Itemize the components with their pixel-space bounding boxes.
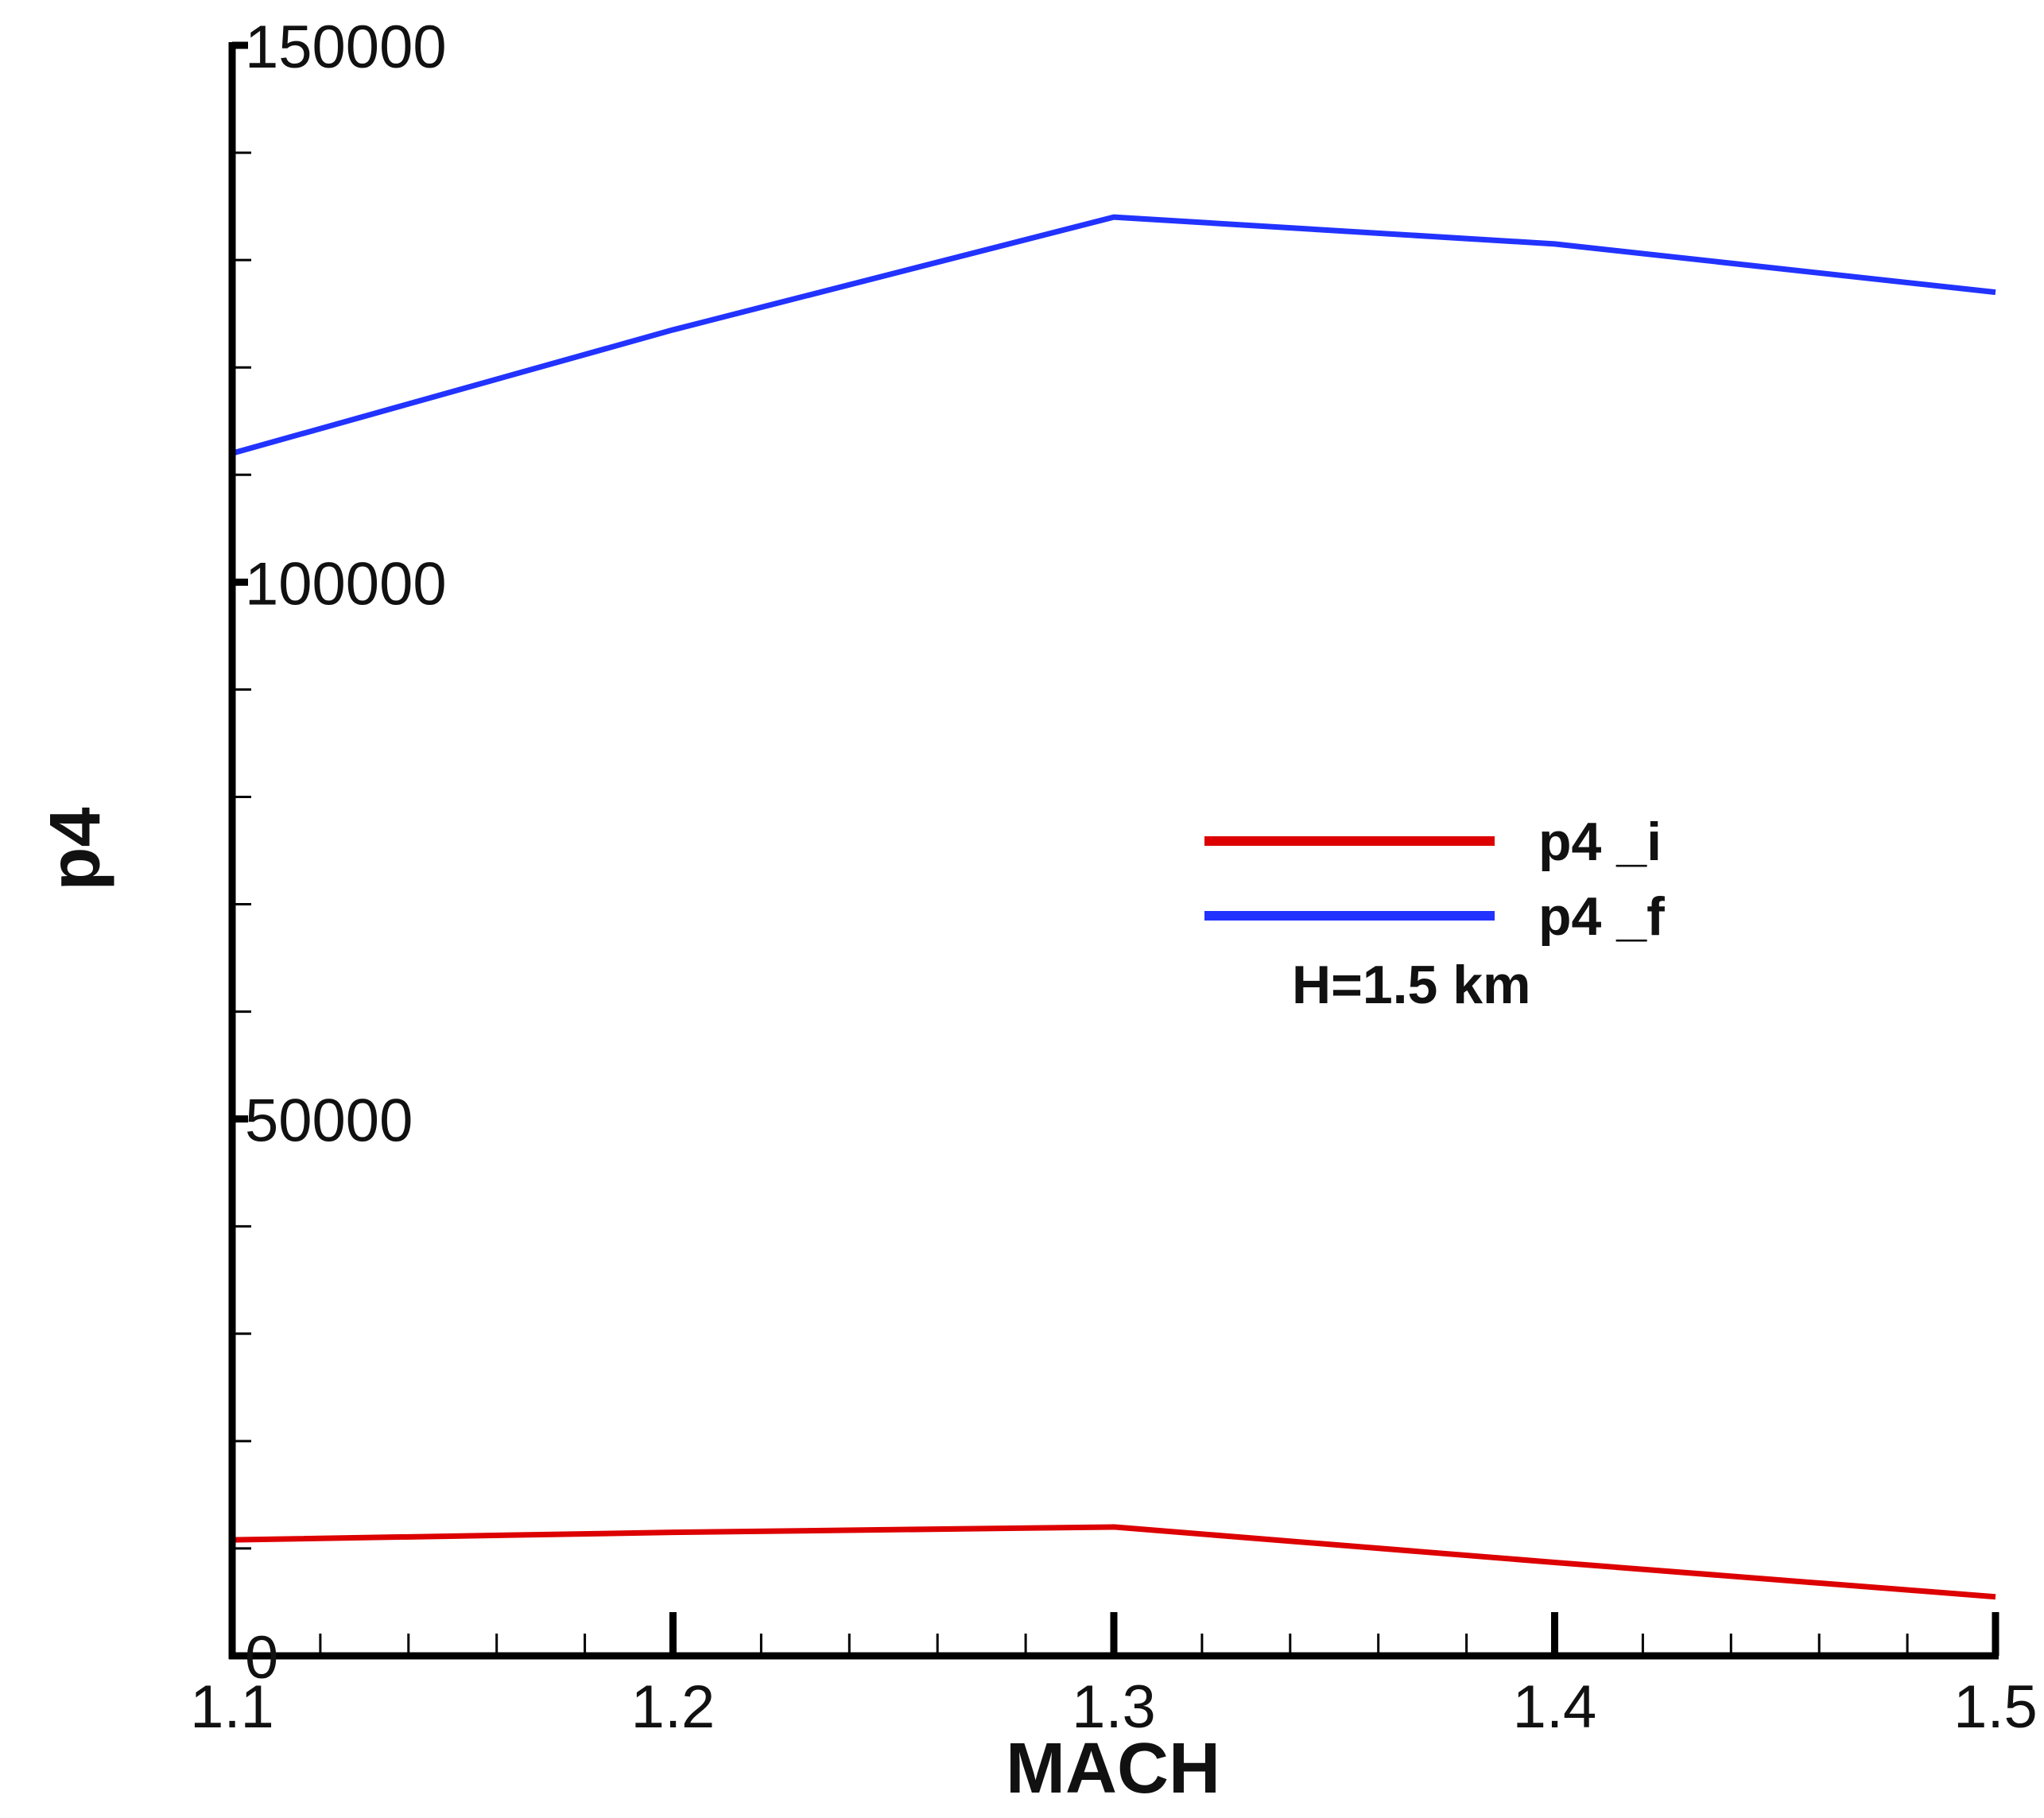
series-layer: [231, 214, 1996, 1600]
legend-label-p4-i: p4 _i: [1538, 812, 1662, 872]
x-tick-label: 1.5: [1953, 1673, 2038, 1741]
x-axis-title: MACH: [1006, 1729, 1220, 1808]
annotation-altitude: H=1.5 km: [1292, 955, 1531, 1015]
y-tick-label: 50000: [245, 1087, 413, 1155]
x-tick-label: 1.3: [1072, 1673, 1156, 1741]
y-tick-label: 0: [245, 1624, 278, 1692]
legend: p4 _i p4 _f H=1.5 km: [1204, 812, 1665, 1015]
series-line-p4-i: [231, 1524, 1996, 1600]
x-tick-labels: 1.1 1.2 1.3 1.4 1.5: [190, 1673, 2038, 1741]
legend-label-p4-f: p4 _f: [1538, 886, 1665, 947]
y-tick-label: 100000: [245, 550, 447, 618]
x-tick-label: 1.1: [190, 1673, 274, 1741]
series-line-p4-f: [231, 214, 1996, 456]
x-tick-label: 1.2: [631, 1673, 716, 1741]
y-axis-title: p4: [36, 807, 115, 890]
major-ticks: [228, 41, 1999, 1660]
x-tick-label: 1.4: [1513, 1673, 1597, 1741]
y-tick-label: 150000: [245, 14, 447, 81]
y-tick-labels: 0 50000 100000 150000: [245, 14, 447, 1692]
